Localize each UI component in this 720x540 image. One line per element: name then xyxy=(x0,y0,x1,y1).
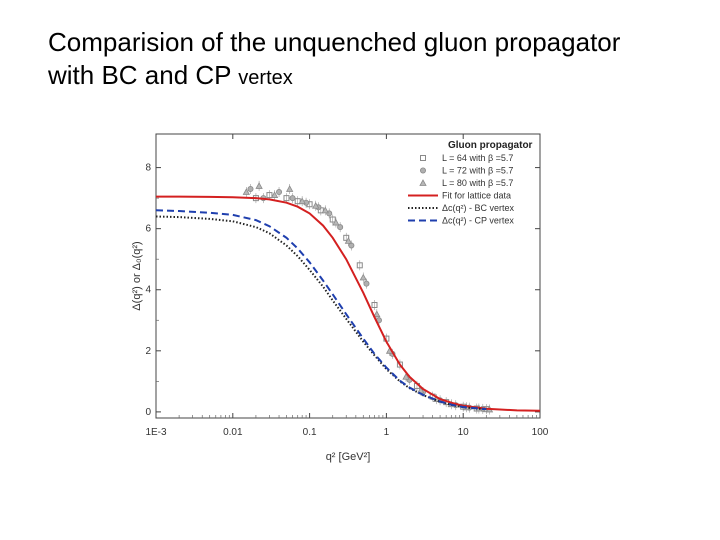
data-point xyxy=(329,216,336,223)
series-line-dashed xyxy=(155,209,487,411)
data-point xyxy=(371,302,378,309)
legend-entry-label: L = 80 with β =5.7 xyxy=(442,178,513,188)
y-axis: 0 2 4 6 8 xyxy=(145,163,540,418)
data-point xyxy=(247,185,254,192)
data-point xyxy=(321,206,329,214)
x-tick-label: 100 xyxy=(532,427,549,438)
data-point xyxy=(332,218,340,226)
series-line-solid xyxy=(156,195,541,412)
data-point xyxy=(276,189,283,196)
data-point xyxy=(402,372,410,380)
legend-marker xyxy=(419,179,427,186)
data-point xyxy=(359,273,367,281)
data-point xyxy=(363,280,370,287)
x-tick-label: 10 xyxy=(458,427,470,438)
data-point xyxy=(266,192,273,199)
data-point xyxy=(344,237,353,244)
legend-entry-label: L = 72 with β =5.7 xyxy=(442,166,513,176)
y-tick-label: 2 xyxy=(145,346,151,357)
y-tick-label: 4 xyxy=(145,285,151,296)
slide-title-line-2-small: vertex xyxy=(238,67,293,90)
slide-title: Comparision of the unquenched gluon prop… xyxy=(48,26,708,92)
x-tick-label: 0.1 xyxy=(303,427,317,438)
legend: Gluon propagator L = 64 with β =5.7 L = 72… xyxy=(408,140,533,226)
data-point xyxy=(285,185,294,192)
data-point xyxy=(270,191,279,198)
data-point xyxy=(373,310,381,318)
y-axis-label: Δ(q²) or Δ₀(q²) xyxy=(131,241,143,310)
x-axis-label: q² [GeV²] xyxy=(326,451,371,463)
y-tick-label: 0 xyxy=(145,407,151,418)
data-point xyxy=(337,224,344,231)
y-tick-label: 6 xyxy=(145,224,151,235)
data-point xyxy=(283,195,290,202)
slide-title-line-2-main: with BC and CP xyxy=(48,60,239,91)
x-axis: 1E-3 0.01 0.1 1 10 100 xyxy=(145,134,549,438)
legend-title: Gluon propagator xyxy=(448,140,533,151)
plot-frame xyxy=(155,133,541,419)
slide-title-line-2: with BC and CP vertex xyxy=(48,59,708,92)
x-tick-label: 1 xyxy=(384,427,390,438)
data-point xyxy=(298,197,306,205)
x-tick-label: 1E-3 xyxy=(145,427,167,438)
x-tick-label: 0.01 xyxy=(223,427,243,438)
legend-entry-label: Δc(q²) - BC vertex xyxy=(442,203,515,213)
y-tick-label: 8 xyxy=(145,163,151,174)
data-point xyxy=(255,182,263,189)
data-point xyxy=(356,262,363,269)
data-point xyxy=(312,201,320,209)
data-point xyxy=(396,361,403,368)
legend-marker xyxy=(419,167,426,174)
series-line-dotted xyxy=(155,215,487,411)
legend-entry-label: L = 64 with β =5.7 xyxy=(442,153,513,163)
slide-title-line-1: Comparision of the unquenched gluon prop… xyxy=(48,27,621,57)
series-layer xyxy=(155,180,541,415)
data-point xyxy=(242,188,250,195)
legend-entry-label: Fit for lattice data xyxy=(442,191,511,201)
data-point xyxy=(289,195,296,202)
legend-entry-label: Δc(q²) - CP vertex xyxy=(442,216,514,226)
legend-marker xyxy=(420,155,426,161)
